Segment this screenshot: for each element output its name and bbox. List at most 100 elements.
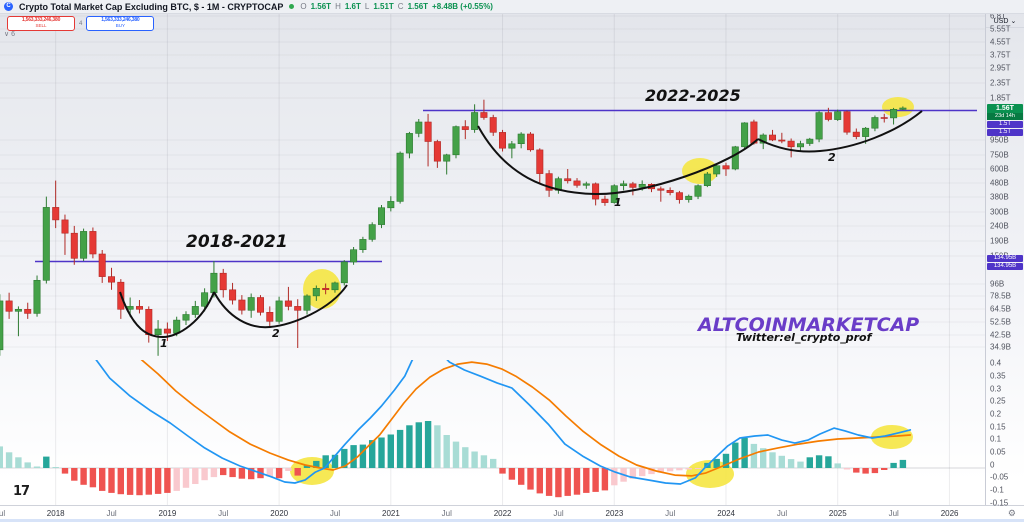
macd-histogram-bar [452, 441, 460, 468]
macd-signal-line [140, 360, 912, 477]
macd-histogram-bar [443, 435, 450, 468]
cup-pattern-curve[interactable] [757, 110, 923, 153]
macd-histogram-bar [545, 468, 553, 496]
candle-body [377, 207, 385, 225]
time-axis[interactable]: Jul 2018 Jul 2019 Jul 2020 Jul 2021 Jul 2022 Jul 20… [0, 505, 1024, 522]
candle-body [517, 133, 525, 144]
tradingview-logo[interactable]: 17 [13, 484, 30, 499]
price-tick-label: 2.35T [990, 78, 1011, 88]
bar-countdown: 23d 14h [987, 113, 1023, 120]
candle-body [601, 198, 609, 203]
buy-price: 1,563,333,246,380 [101, 17, 140, 24]
candle-body [312, 287, 320, 297]
macd-histogram-bar [787, 459, 795, 468]
level-price-label: 134.95B [987, 262, 1023, 270]
candle-body [173, 319, 181, 334]
main-price-pane[interactable]: 1 2 1 2 [0, 14, 985, 360]
price-axis[interactable]: USD ⌄ 6.8T 5.55T 4.55T 3.75T 2.95T 2.35T 1.85T… [985, 12, 1024, 508]
cup-pattern-number: 1 [614, 196, 622, 209]
candle-body [0, 300, 4, 351]
cup-pattern-curve[interactable] [119, 291, 215, 339]
macd-histogram-bar [229, 468, 236, 478]
price-tick-label: 750B [990, 150, 1009, 160]
range-annotation-2022-2025[interactable]: 2022-2025 [645, 86, 741, 105]
price-tick-label: 0 [990, 460, 995, 470]
time-tick-label: Jul [329, 509, 341, 518]
time-tick-label: 2022 [493, 509, 512, 518]
time-tick-label: 2026 [940, 509, 959, 518]
macd-histogram-bar [601, 468, 609, 491]
candle-body [564, 178, 572, 182]
macd-histogram-bar [536, 468, 543, 494]
ohlc-readout: O 1.56T H 1.6T L 1.51T C 1.56T +8.48B (+0.55… [300, 2, 493, 11]
candle-body [843, 111, 851, 133]
macd-histogram-bar [313, 460, 320, 468]
legend-collapse-toggle[interactable]: ∨ 6 [4, 30, 15, 38]
price-tick-label: -0.1 [990, 485, 1004, 495]
candle-body [796, 143, 804, 148]
macd-histogram-bar [406, 425, 413, 468]
macd-histogram-bar [61, 468, 69, 474]
candle-body [284, 300, 292, 307]
currency-selector[interactable]: USD ⌄ [986, 15, 1024, 28]
time-tick-label: Jul [665, 509, 676, 518]
candle-body [592, 183, 600, 200]
macd-histogram-bar [639, 468, 646, 477]
candle-body [108, 276, 116, 283]
macd-histogram-bar [843, 468, 851, 470]
candle-body [824, 112, 832, 120]
range-annotation-2018-2021[interactable]: 2018-2021 [186, 232, 288, 252]
candle-body [247, 297, 255, 311]
price-tick-label: 1.85T [990, 93, 1011, 103]
macd-histogram-bar [369, 440, 376, 468]
macd-histogram-bar [666, 468, 674, 472]
chevron-down-icon: ∨ [4, 31, 10, 38]
candle-body [201, 292, 209, 307]
candle-body [713, 165, 721, 175]
macd-histogram-bar [424, 421, 432, 468]
macd-histogram-bar [378, 437, 385, 468]
macd-histogram-bar [294, 468, 301, 476]
macd-histogram-bar [815, 455, 823, 468]
close-label: C [397, 2, 404, 11]
price-tick-label: 0.25 [990, 396, 1006, 406]
macd-histogram-bar [508, 468, 516, 480]
macd-histogram-bar [741, 438, 748, 468]
macd-histogram-bar [43, 456, 50, 468]
price-tick-label: 950B [990, 135, 1009, 145]
macd-indicator-pane[interactable] [0, 360, 985, 505]
macd-histogram-bar [266, 468, 273, 477]
candle-body [675, 192, 683, 200]
macd-histogram-bar [248, 468, 255, 480]
time-tick-label: 2025 [828, 509, 847, 518]
macd-histogram-bar [154, 468, 162, 494]
macd-histogram-bar [555, 468, 562, 498]
sell-button[interactable]: 1,563,333,246,380 SELL [7, 16, 75, 31]
macd-histogram-bar [220, 468, 227, 476]
macd-histogram-bar [71, 468, 78, 481]
macd-histogram-bar [732, 442, 739, 468]
macd-histogram-bar [825, 456, 832, 468]
macd-histogram-bar [415, 422, 422, 468]
macd-histogram-bar [89, 468, 97, 488]
cup-pattern-curve[interactable] [477, 125, 759, 196]
macd-histogram-bar [797, 461, 804, 468]
candle-body [89, 231, 97, 255]
highlight-circle[interactable] [303, 269, 341, 309]
candle-body [741, 122, 749, 148]
symbol-logo-icon[interactable]: C [4, 2, 13, 11]
symbol-toolbar: C Crypto Total Market Cap Excluding BTC,… [0, 0, 1024, 14]
highlight-circle[interactable] [882, 97, 914, 117]
cup-pattern-curve[interactable] [213, 284, 348, 329]
low-value: 1.51T [373, 2, 394, 11]
price-tick-label: 78.5B [990, 291, 1011, 301]
price-tick-label: 0.35 [990, 371, 1006, 381]
high-value: 1.6T [344, 2, 361, 11]
gear-icon[interactable]: ⚙ [1007, 508, 1016, 518]
candle-body [852, 131, 860, 137]
symbol-title[interactable]: Crypto Total Market Cap Excluding BTC, $… [19, 1, 284, 12]
macd-histogram-bar [890, 462, 897, 468]
macd-histogram-bar [285, 468, 292, 471]
market-status-icon [289, 4, 295, 9]
buy-button[interactable]: 1,563,333,246,380 BUY [86, 16, 155, 31]
